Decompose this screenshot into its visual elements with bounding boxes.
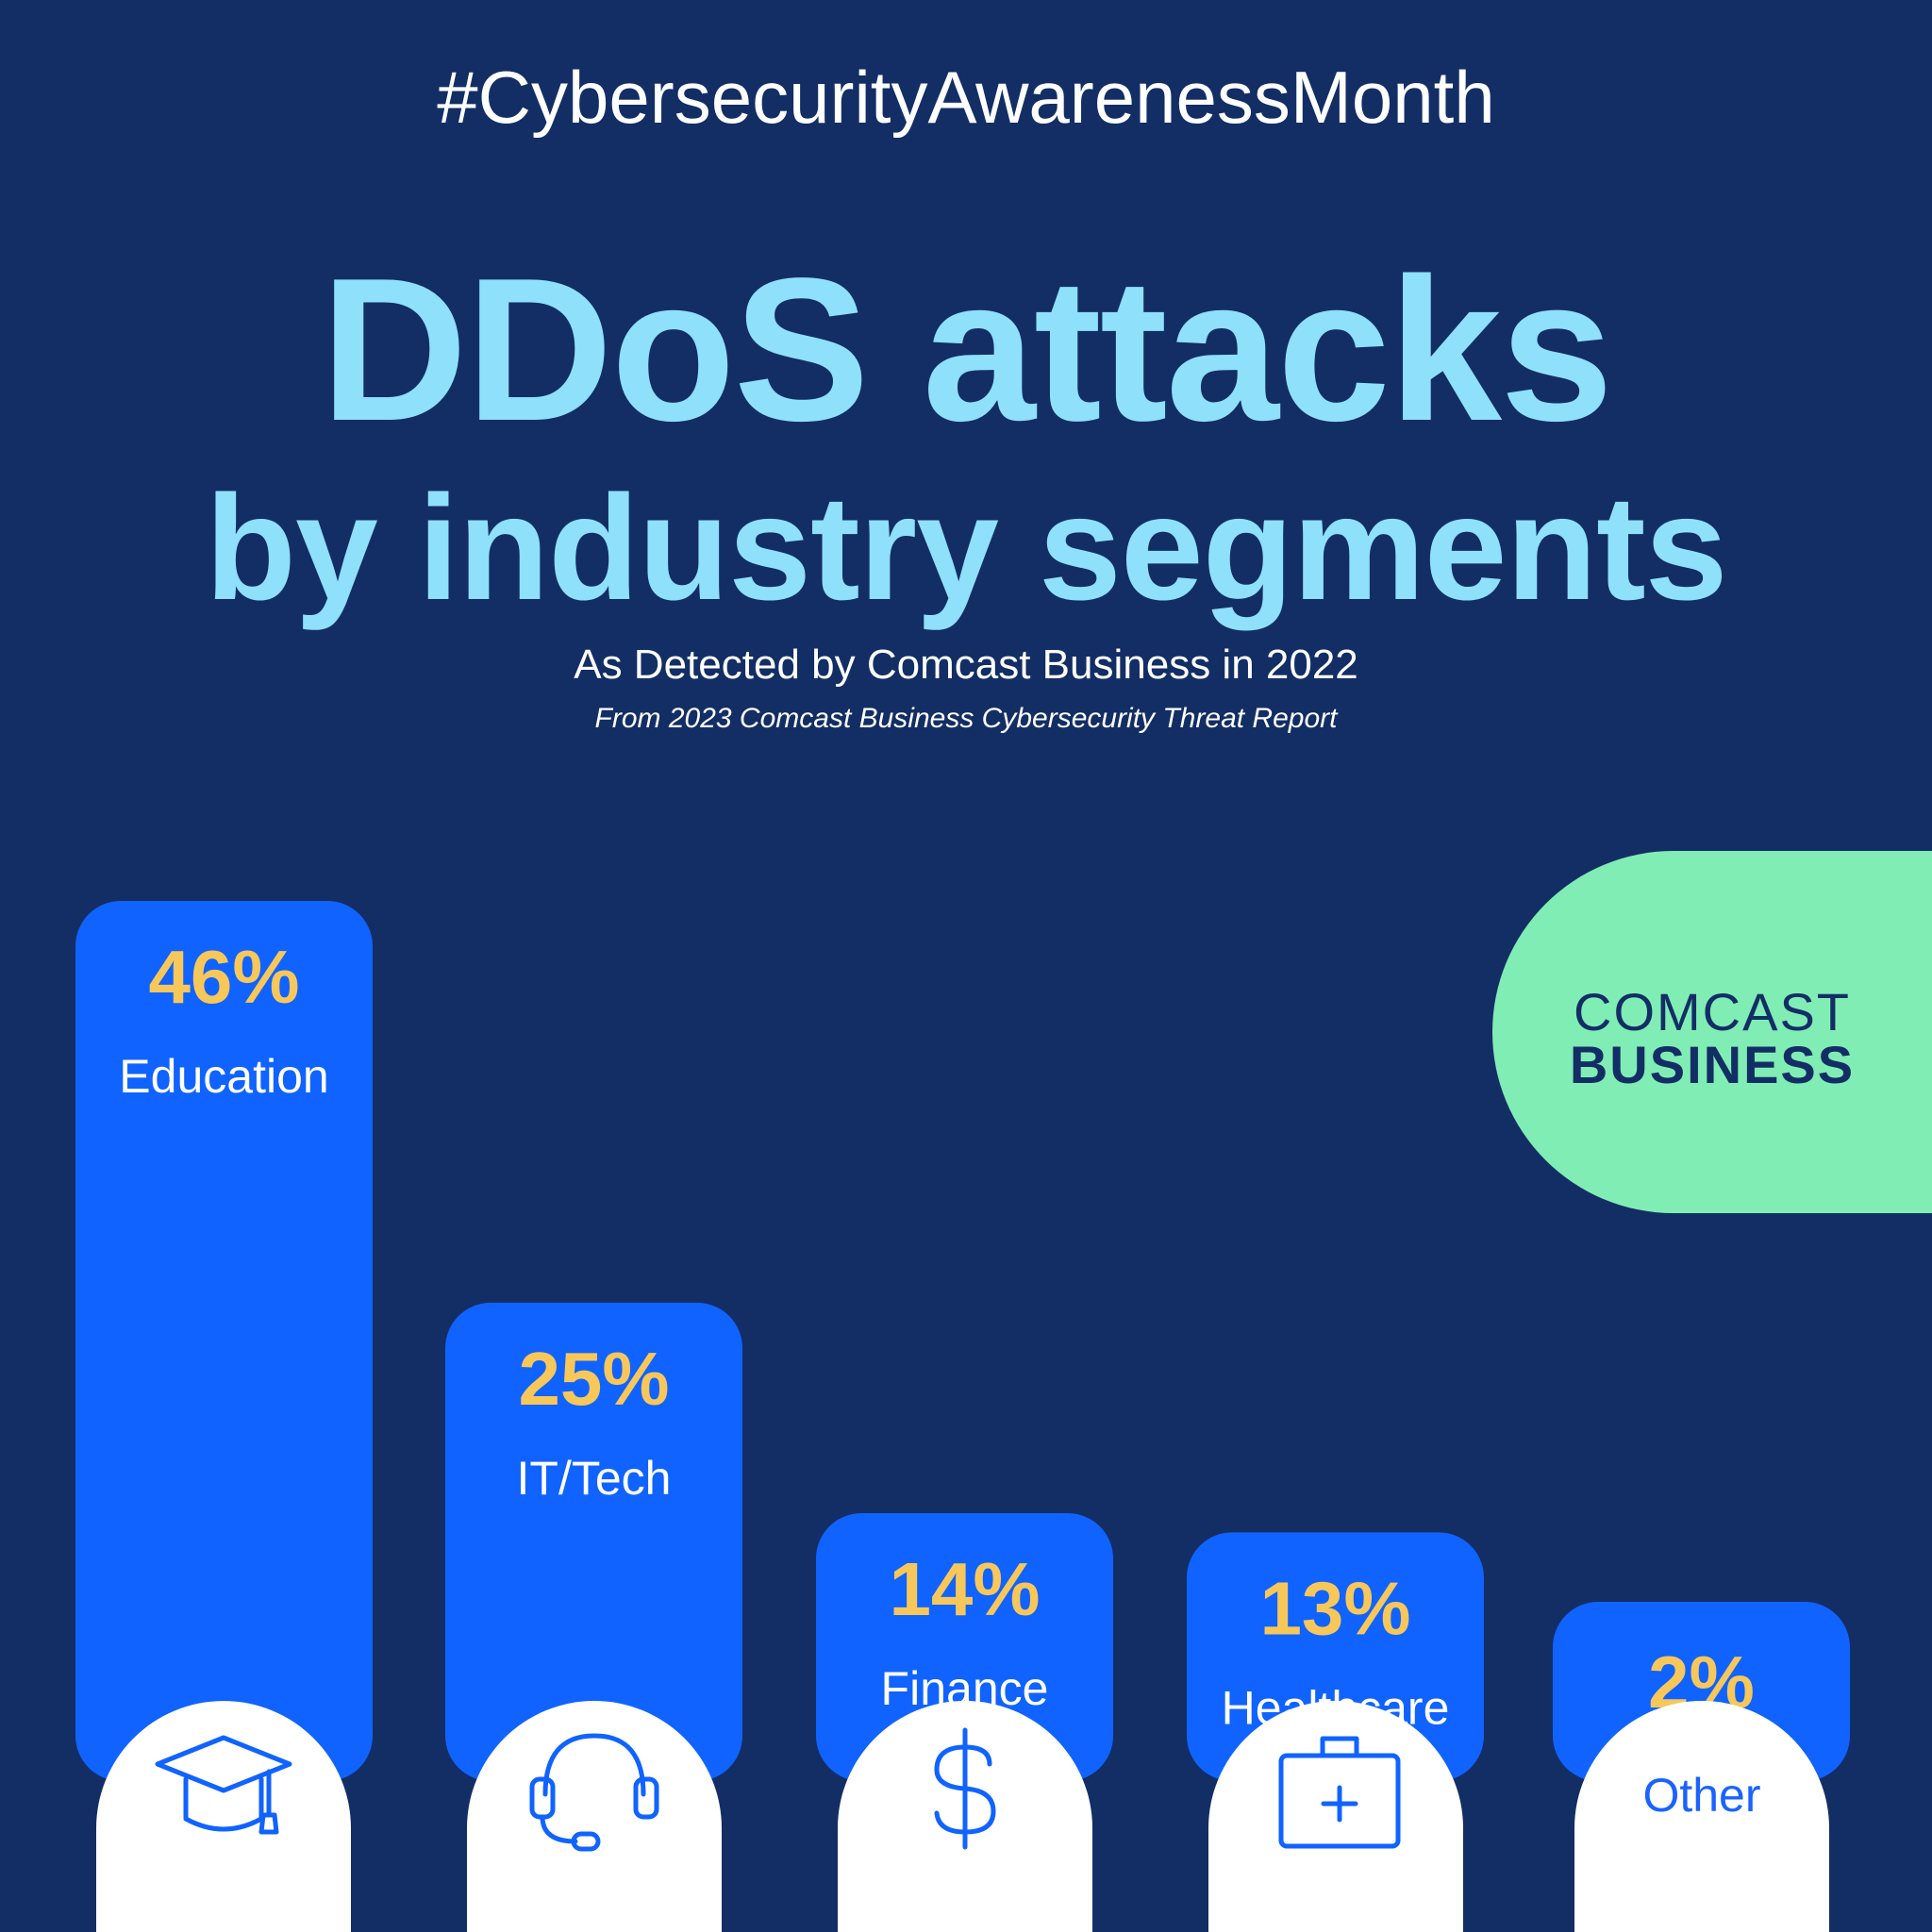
value-label: 13%	[1259, 1566, 1410, 1650]
logo-text-comcast: COMCAST	[1574, 982, 1851, 1041]
bar-healthcare	[1187, 1532, 1484, 1781]
bar-education	[75, 901, 373, 1781]
medical-kit-icon	[1278, 1736, 1401, 1849]
value-label: 46%	[148, 935, 299, 1019]
subtitle: As Detected by Comcast Business in 2022	[574, 641, 1358, 688]
title-line-1: DDoS attacks	[320, 235, 1614, 463]
logo-badge	[1492, 851, 1932, 1213]
graduation-cap-icon	[155, 1735, 292, 1835]
logo-text-business: BUSINESS	[1569, 1035, 1856, 1094]
bar-it-tech	[445, 1302, 742, 1781]
icon-pod	[467, 1701, 722, 1932]
bar-finance	[816, 1513, 1113, 1781]
dollar-icon	[934, 1727, 996, 1850]
source-note: From 2023 Comcast Business Cybersecurity…	[594, 703, 1338, 734]
headset-icon	[529, 1733, 659, 1852]
value-label: 25%	[518, 1337, 669, 1421]
category-label: Education	[119, 1050, 328, 1103]
icon-pod	[96, 1701, 351, 1932]
title-line-2: by industry segments	[205, 465, 1727, 631]
category-label-other: Other	[1642, 1769, 1760, 1822]
value-label: 14%	[889, 1547, 1040, 1631]
hashtag: #CybersecurityAwarenessMonth	[437, 56, 1495, 139]
category-label: IT/Tech	[517, 1452, 672, 1505]
icon-pod	[1574, 1701, 1829, 1932]
